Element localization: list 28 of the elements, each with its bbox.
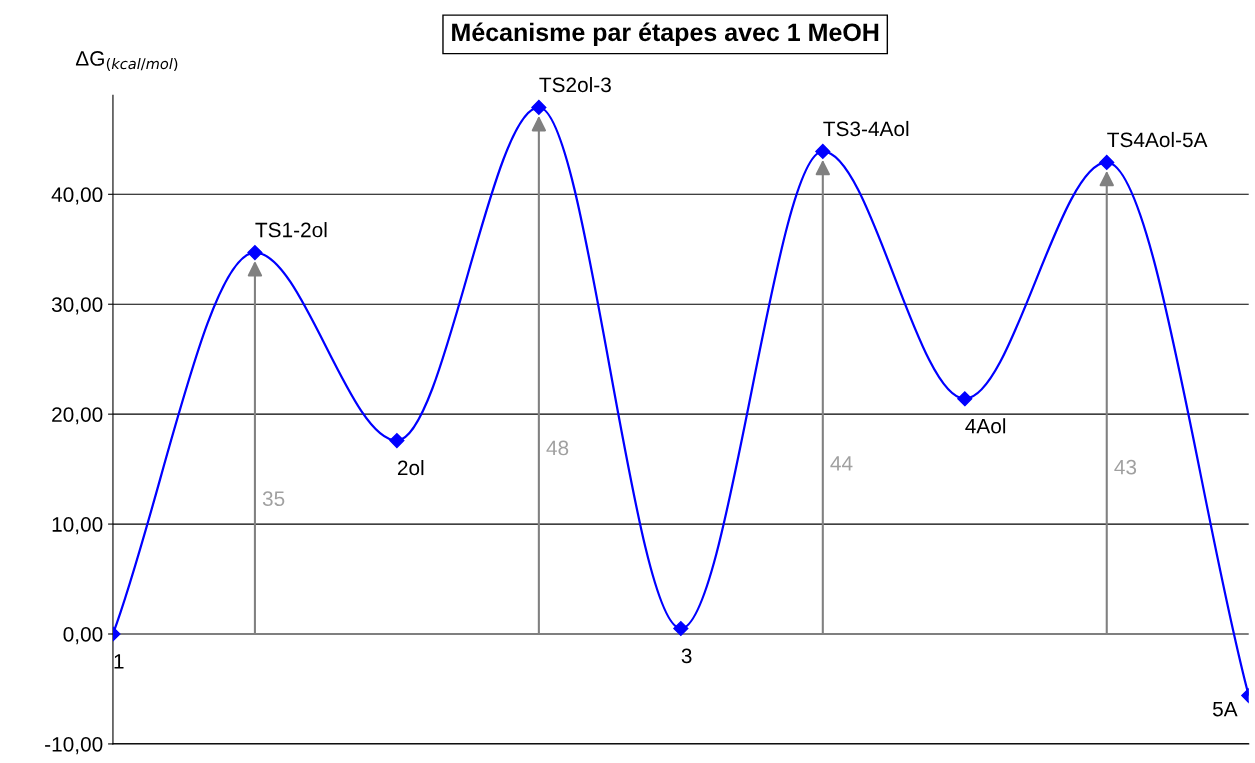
x-tick-label: TS3-4Aol (823, 120, 909, 137)
y-tick-label: 30,00 (51, 297, 103, 315)
x-tick-label: TS2ol-3 (539, 76, 611, 93)
y-tick-label: 20,00 (52, 407, 103, 425)
point (673, 620, 689, 637)
point (815, 143, 831, 160)
chart-title: Mécanisme par étapes avec 1 MeOH (452, 22, 879, 47)
point (531, 99, 547, 116)
y-tick-label: 10,00 (52, 517, 103, 535)
annotation: 35 (262, 491, 285, 507)
x-tick-label: 1 (114, 654, 124, 669)
x-tick-label: 2ol (397, 459, 424, 476)
point (247, 244, 263, 261)
x-tick-label: 4Aol (965, 418, 1006, 434)
y-axis-title: ΔG$_{(kcal/mol)}$ (75, 51, 178, 71)
x-tick-label: TS1-2ol (255, 222, 327, 238)
y-tick-label: 40,00 (51, 187, 103, 205)
point (389, 432, 405, 449)
annotation: 44 (830, 456, 853, 471)
y-tick-label: -10,00 (45, 736, 103, 755)
annotation: 48 (546, 440, 569, 456)
point (957, 391, 973, 407)
x-tick-label: 5A (1212, 701, 1238, 717)
x-tick-label: TS4Aol-5A (1107, 131, 1208, 148)
point (1099, 154, 1115, 170)
x-tick-label: 3 (681, 648, 692, 664)
y-tick-label: 0,00 (63, 627, 103, 645)
annotation: 43 (1114, 459, 1137, 475)
